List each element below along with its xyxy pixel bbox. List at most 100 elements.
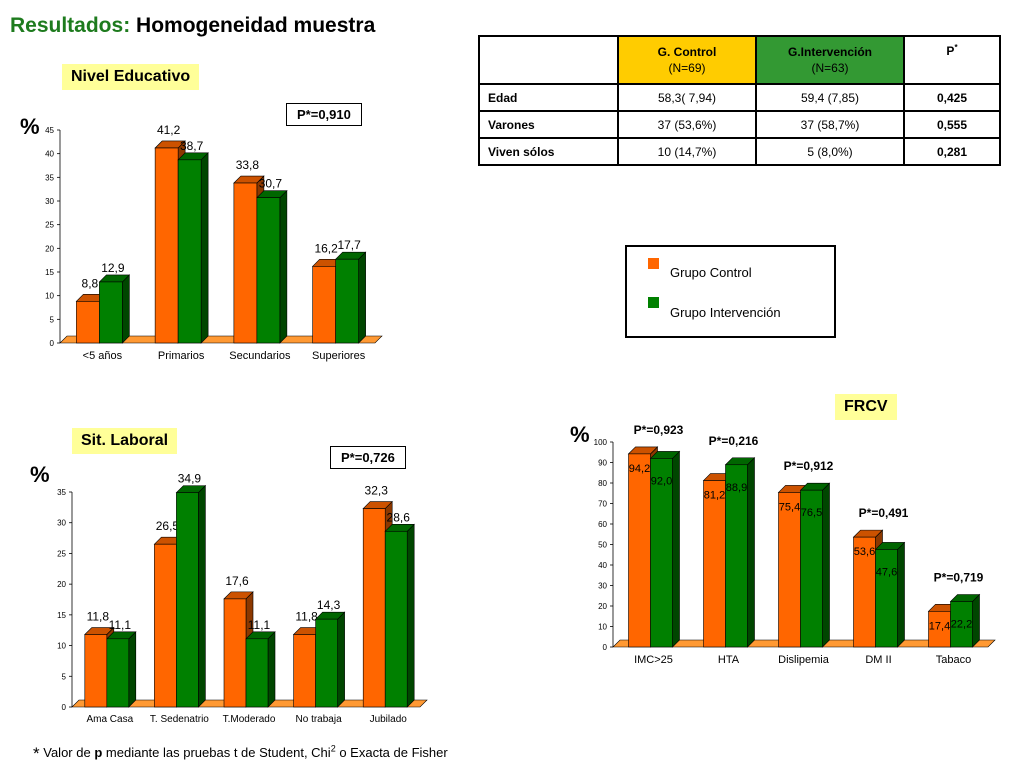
- chart-lab-y-tick-label: 10: [57, 642, 66, 651]
- chart-frcv-p-value: P*=0,719: [934, 570, 984, 584]
- footnote-mid: mediante las pruebas t de Student, Chi: [105, 745, 331, 760]
- chart-frcv-y-tick-label: 0: [603, 643, 608, 652]
- row-control-value: 37 (53,6%): [617, 110, 757, 139]
- chart-frcv-category-label: DM II: [865, 654, 891, 666]
- chart-frcv-value-label-intervention: 88,9: [726, 482, 747, 494]
- chart-lab-value-label-intervention: 11,1: [248, 618, 271, 632]
- chart-edu-y-tick-label: 25: [45, 221, 54, 230]
- chart-edu-y-tick-label: 0: [50, 339, 55, 348]
- chart-edu-bar-intervention-side: [279, 189, 288, 344]
- chart-lab-value-label-control: 32,3: [365, 484, 389, 498]
- chart-frcv-bar-intervention-side: [672, 450, 680, 648]
- chart-edu-value-label-control: 8,8: [82, 276, 99, 290]
- chart-edu-bar-control: [233, 182, 258, 344]
- chart-lab-value-label-control: 17,6: [225, 574, 249, 588]
- chart-frcv-value-label-intervention: 22,2: [951, 618, 972, 630]
- chart-lab-value-label-intervention: 34,9: [178, 472, 202, 486]
- chart-edu-value-label-intervention: 17,7: [337, 238, 361, 252]
- header-control-name: G. Control: [657, 45, 717, 59]
- chart-edu-value-label-intervention: 38,7: [180, 139, 204, 153]
- chart-frcv-value-label-control: 17,4: [929, 620, 950, 632]
- chart-lab-bar-intervention: [106, 638, 130, 708]
- chart-edu-bar-intervention-side: [122, 274, 130, 344]
- chart-title-educativo: Nivel Educativo: [62, 64, 200, 90]
- chart-frcv-p-value: P*=0,216: [709, 434, 759, 448]
- table-header-empty: [478, 35, 619, 85]
- chart-frcv-p-value: P*=0,912: [784, 459, 834, 473]
- chart-edu-y-tick-label: 10: [45, 292, 54, 301]
- summary-table-wrapper: G. Control (N=69) G.Intervención (N=63) …: [478, 35, 1001, 166]
- chart-lab-y-tick-label: 15: [57, 611, 66, 620]
- table-header-control: G. Control (N=69): [617, 35, 757, 85]
- chart-edu-bar-control: [76, 301, 100, 344]
- chart-edu-y-tick-label: 40: [45, 150, 54, 159]
- table-header-p: P*: [903, 35, 1001, 85]
- chart-frcv-value-label-control: 53,6: [854, 546, 875, 558]
- chart-lab-value-label-control: 11,8: [87, 610, 110, 624]
- legend-swatch-control: [648, 258, 659, 269]
- footnote-star: *: [33, 744, 40, 763]
- chart-lab-bar-control: [362, 508, 386, 708]
- chart-frcv-y-tick-label: 90: [598, 459, 607, 468]
- row-label: Varones: [478, 110, 619, 139]
- chart-frcv-bar-intervention: [875, 549, 898, 648]
- chart-edu-y-tick-label: 30: [45, 197, 54, 206]
- chart-frcv-value-label-intervention: 92,0: [651, 475, 672, 487]
- chart-edu-value-label-intervention: 12,9: [101, 261, 125, 275]
- table-row: Edad 58,3( 7,94) 59,4 (7,85) 0,425: [478, 83, 1001, 112]
- table-header-row: G. Control (N=69) G.Intervención (N=63) …: [478, 35, 1001, 85]
- chart-lab-category-label: T. Sedenatrio: [150, 714, 209, 725]
- header-intervention-name: G.Intervención: [787, 45, 873, 59]
- row-p-value: 0,281: [903, 137, 1001, 166]
- footnote-sup: 2: [330, 743, 336, 754]
- chart-lab-y-tick-label: 5: [62, 672, 67, 681]
- header-p-sup: *: [954, 43, 958, 52]
- chart-lab-y-tick-label: 25: [57, 549, 66, 558]
- chart-frcv-value-label-intervention: 76,5: [801, 507, 822, 519]
- table-header-intervention: G.Intervención (N=63): [755, 35, 905, 85]
- chart-lab-y-tick-label: 30: [57, 519, 66, 528]
- row-p-value: 0,425: [903, 83, 1001, 112]
- chart-frcv-bar-control: [778, 492, 801, 648]
- title-sub: Homogeneidad muestra: [136, 14, 376, 37]
- footnote-p: p: [94, 745, 103, 760]
- chart-lab-value-label-intervention: 14,3: [317, 598, 341, 612]
- chart-lab-bar-control: [84, 634, 108, 708]
- chart-frcv-p-value: P*=0,491: [859, 506, 909, 520]
- chart-edu-value-label-control: 41,2: [157, 123, 181, 137]
- chart-frcv-value-label-control: 75,4: [779, 501, 800, 513]
- chart-frcv-y-tick-label: 70: [598, 500, 607, 509]
- chart-frcv-bar-control: [703, 480, 726, 648]
- chart-lab-value-label-control: 26,5: [156, 519, 180, 533]
- chart-frcv-y-tick-label: 50: [598, 541, 607, 550]
- chart-edu-y-tick-label: 35: [45, 173, 54, 182]
- chart-edu-bar-control: [154, 147, 179, 344]
- legend-label-intervention: Grupo Intervención: [670, 305, 781, 320]
- p-value-laboral: P*=0,726: [330, 446, 406, 469]
- chart-frcv-bar-intervention-side: [747, 457, 755, 648]
- chart-lab-bar-control: [293, 634, 316, 708]
- chart-frcv-category-label: HTA: [718, 654, 740, 666]
- chart-lab-bar-intervention: [245, 638, 269, 708]
- chart-edu-y-tick-label: 15: [45, 268, 54, 277]
- chart-lab-bar-control: [154, 543, 177, 708]
- chart-frcv-y-tick-label: 10: [598, 623, 607, 632]
- chart-frcv-category-label: Tabaco: [936, 654, 971, 666]
- chart-lab-bar-intervention: [384, 531, 408, 708]
- chart-edu-y-tick-label: 45: [45, 126, 54, 135]
- chart-title-frcv: FRCV: [835, 394, 897, 420]
- legend-label-control: Grupo Control: [670, 265, 752, 280]
- page-title: Resultados: Homogeneidad muestra: [10, 14, 375, 38]
- chart-lab-category-label: Ama Casa: [86, 714, 133, 725]
- chart-frcv-y-tick-label: 20: [598, 602, 607, 611]
- footnote: * Valor de p mediante las pruebas t de S…: [33, 742, 448, 763]
- chart-edu-value-label-control: 16,2: [314, 241, 338, 255]
- chart-lab-category-label: No trabaja: [296, 714, 343, 725]
- chart-frcv-value-label-control: 94,2: [629, 463, 650, 475]
- chart-frcv-bar-intervention-side: [897, 541, 905, 648]
- row-control-value: 58,3( 7,94): [617, 83, 757, 112]
- chart-frcv-category-label: Dislipemia: [778, 654, 830, 666]
- row-intervention-value: 37 (58,7%): [755, 110, 905, 139]
- footnote-pre: Valor de: [43, 745, 91, 760]
